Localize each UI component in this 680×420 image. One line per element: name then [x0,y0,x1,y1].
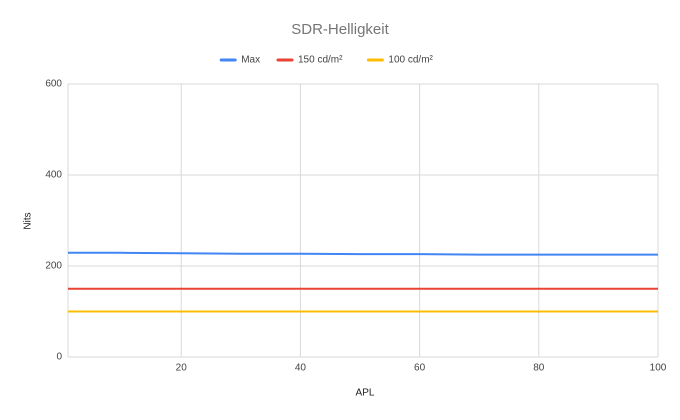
y-tick-label: 0 [56,352,62,363]
x-tick-label: 20 [176,363,188,374]
y-tick-label: 400 [45,170,62,181]
x-tick-label: 60 [414,363,426,374]
y-axis-title: Nits [23,212,34,229]
legend-label: Max [241,55,260,66]
y-tick-label: 200 [45,261,62,272]
x-tick-label: 100 [650,363,667,374]
x-tick-label: 40 [295,363,307,374]
y-tick-label: 600 [45,79,62,90]
line-series [68,251,658,256]
chart-title: SDR-Helligkeit [291,21,389,38]
x-tick-label: 80 [533,363,545,374]
legend-label: 150 cd/m² [298,55,343,66]
x-axis-title: APL [356,388,375,399]
legend-label: 100 cd/m² [388,55,433,66]
